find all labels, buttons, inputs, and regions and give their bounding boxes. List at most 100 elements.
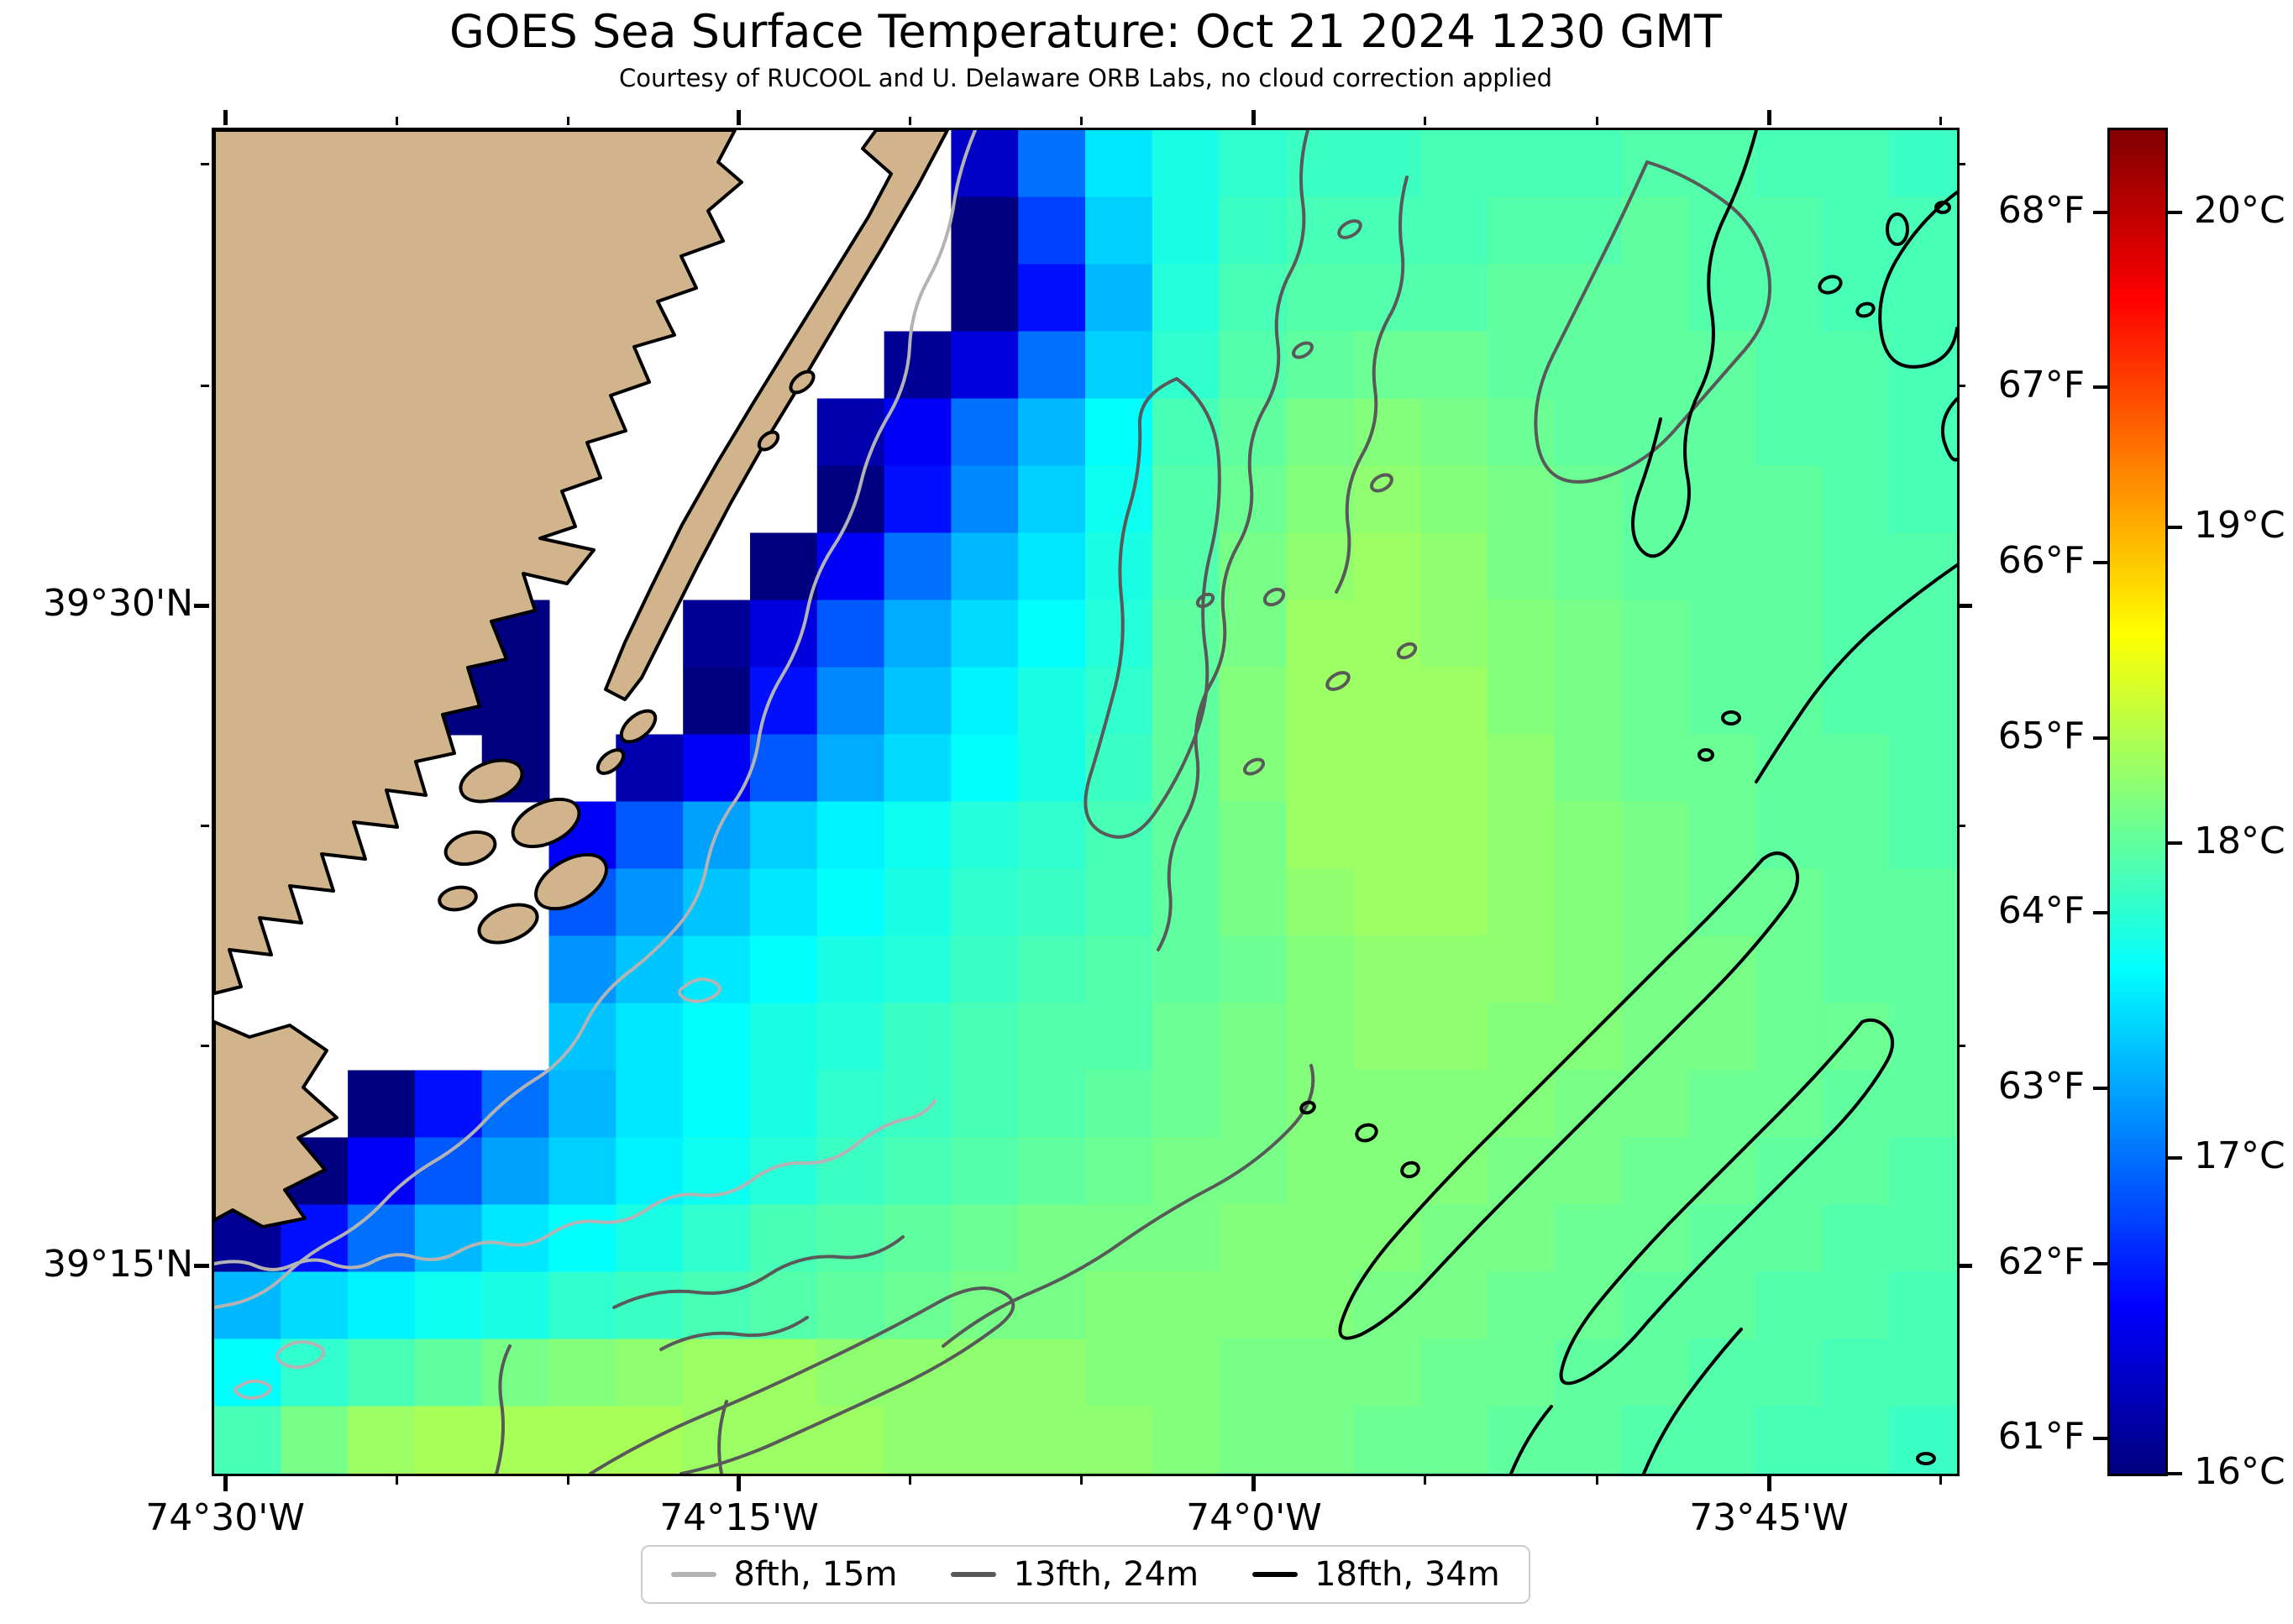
sst-cell (1554, 1338, 1623, 1407)
sst-cell (1219, 196, 1288, 265)
sst-cell (1219, 734, 1288, 803)
sst-cell (1822, 935, 1891, 1004)
sst-cell (1286, 1406, 1355, 1474)
sst-cell (951, 1070, 1020, 1139)
sst-cell (750, 1338, 818, 1407)
sst-cell (1420, 1271, 1488, 1340)
sst-cell (1554, 196, 1623, 265)
sst-cell (1353, 465, 1421, 534)
sst-cell (884, 1271, 952, 1340)
colorbar-f-tick-label: 64°F (1997, 889, 2085, 933)
sst-cell (1554, 734, 1623, 803)
sst-cell (951, 1137, 1020, 1206)
sst-cell (1554, 130, 1623, 198)
sst-cell (1219, 1271, 1288, 1340)
sst-cell (1822, 398, 1891, 467)
marsh-island (534, 852, 608, 911)
sst-cell (1152, 1406, 1220, 1474)
sst-cell (750, 801, 818, 870)
colorbar-f-tick-label: 65°F (1997, 714, 2085, 757)
sst-cell (1621, 331, 1690, 400)
sst-cell (1018, 264, 1086, 333)
sst-cell (1152, 734, 1220, 803)
sst-cell (1755, 1338, 1823, 1407)
sst-cell (816, 801, 885, 870)
sst-cell (1822, 196, 1891, 265)
sst-cell (1755, 1204, 1823, 1273)
marsh-island (789, 369, 816, 395)
sst-cell (1822, 465, 1891, 534)
sst-cell (1085, 667, 1153, 736)
sst-cell (1554, 1204, 1623, 1273)
sst-cell (1889, 1070, 1957, 1139)
sst-cell (1822, 868, 1891, 937)
x-minor-tick (1939, 1476, 1942, 1485)
sst-cell (1018, 600, 1086, 668)
sst-cell (750, 532, 818, 601)
sst-cell (1353, 398, 1421, 467)
figure-title: GOES Sea Surface Temperature: Oct 21 202… (449, 5, 1722, 58)
sst-cell (481, 1338, 550, 1407)
sst-cell (1353, 1204, 1421, 1273)
sst-cell (1554, 1137, 1623, 1206)
sst-cell (414, 1406, 483, 1474)
x-minor-tick (566, 1476, 569, 1485)
sst-cell (1018, 465, 1086, 534)
sst-cell (951, 1003, 1020, 1071)
sst-cell (281, 1271, 349, 1340)
sst-cell (1152, 1070, 1220, 1139)
sst-cell (1420, 130, 1488, 198)
sst-cell (951, 868, 1020, 937)
sst-cell (1688, 667, 1757, 736)
sst-cell (884, 868, 952, 937)
x-tick-label: 73°45'W (1689, 1496, 1849, 1539)
sst-cell (1554, 331, 1623, 400)
sst-cell (1889, 600, 1957, 668)
sst-cell (1085, 465, 1153, 534)
legend-item-label: 18fth, 34m (1314, 1555, 1500, 1594)
colorbar-c-tick-label: 17°C (2194, 1134, 2285, 1178)
sst-cell (1286, 1204, 1355, 1273)
sst-cell (1822, 1137, 1891, 1206)
sst-cell (884, 331, 952, 400)
sst-cell (1487, 331, 1556, 400)
sst-cell (1018, 532, 1086, 601)
sst-cell (1085, 264, 1153, 333)
sst-cell (1018, 734, 1086, 803)
sst-cell (1286, 130, 1355, 198)
sst-cell (1353, 331, 1421, 400)
sst-cell (1554, 532, 1623, 601)
sst-cell (1286, 264, 1355, 333)
sst-cell (1353, 196, 1421, 265)
sst-cell (1554, 1271, 1623, 1340)
sst-cell (750, 1070, 818, 1139)
sst-cell (1286, 667, 1355, 736)
sst-cell (1353, 532, 1421, 601)
x-minor-tick (1595, 117, 1598, 125)
sst-cell (1688, 734, 1757, 803)
isobath-13fth-24m (495, 130, 1772, 1474)
sst-cell (1219, 600, 1288, 668)
sst-cell (816, 600, 885, 668)
sst-cell (616, 1204, 685, 1273)
marsh-island (459, 758, 524, 804)
sst-cell (1353, 1338, 1421, 1407)
sst-cell (1487, 1338, 1556, 1407)
sst-cell (1286, 331, 1355, 400)
sst-cell (1889, 398, 1957, 467)
sst-cell (1487, 801, 1556, 870)
sst-cell (683, 1338, 751, 1407)
sst-cell (616, 868, 685, 937)
sst-cell (816, 532, 885, 601)
sst-cell (816, 1204, 885, 1273)
sst-cell (616, 935, 685, 1004)
sst-cell (1018, 1406, 1086, 1474)
sst-cell (1554, 935, 1623, 1004)
x-minor-tick (1424, 117, 1427, 125)
y-minor-tick (201, 1044, 209, 1047)
sst-cell (1554, 264, 1623, 333)
sst-cell (1621, 801, 1690, 870)
sst-cell (481, 667, 550, 736)
sst-cell (1420, 801, 1488, 870)
x-minor-tick (395, 1476, 398, 1485)
